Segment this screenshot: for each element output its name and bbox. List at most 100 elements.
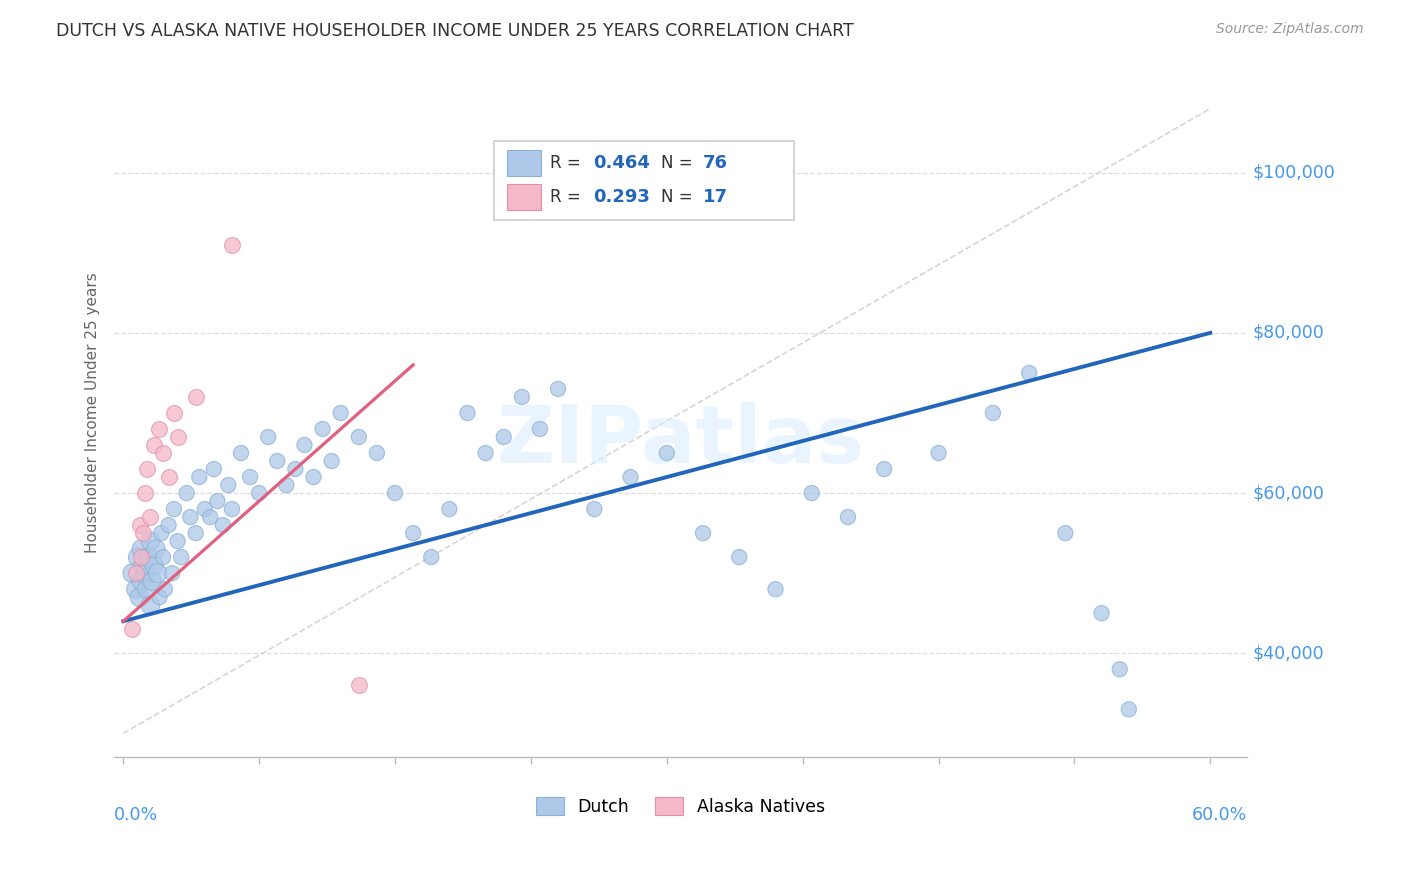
Point bbox=[128, 518, 150, 533]
Point bbox=[202, 462, 225, 476]
Point bbox=[837, 510, 859, 524]
Point bbox=[928, 446, 950, 460]
Text: $80,000: $80,000 bbox=[1253, 324, 1324, 342]
Point bbox=[200, 510, 222, 524]
Point bbox=[125, 566, 148, 581]
Point bbox=[1108, 662, 1130, 676]
Point bbox=[152, 446, 174, 460]
Point bbox=[420, 550, 443, 565]
Point bbox=[221, 237, 243, 252]
Point bbox=[127, 550, 149, 565]
Point bbox=[146, 566, 169, 581]
Point bbox=[217, 478, 239, 492]
Point bbox=[143, 558, 166, 573]
Point bbox=[134, 486, 156, 500]
Point bbox=[179, 510, 201, 524]
FancyBboxPatch shape bbox=[508, 150, 541, 176]
Point bbox=[402, 526, 425, 541]
Point bbox=[166, 534, 188, 549]
Text: $100,000: $100,000 bbox=[1253, 163, 1334, 182]
Point bbox=[125, 582, 148, 597]
Point bbox=[547, 382, 569, 396]
Text: 17: 17 bbox=[703, 188, 728, 206]
Point bbox=[132, 526, 155, 541]
Point bbox=[148, 422, 170, 436]
Point bbox=[619, 470, 641, 484]
Point bbox=[135, 462, 157, 476]
Point bbox=[121, 622, 143, 636]
Point bbox=[1091, 606, 1114, 620]
Point bbox=[284, 462, 307, 476]
Point bbox=[131, 574, 153, 589]
Point bbox=[239, 470, 262, 484]
Point bbox=[1054, 526, 1077, 541]
Text: $40,000: $40,000 bbox=[1253, 644, 1324, 662]
Point bbox=[176, 486, 198, 500]
Point bbox=[184, 390, 207, 404]
Point bbox=[583, 502, 606, 516]
Point bbox=[873, 462, 896, 476]
Point bbox=[439, 502, 461, 516]
Text: 60.0%: 60.0% bbox=[1191, 805, 1247, 823]
Point bbox=[247, 486, 270, 500]
Point bbox=[138, 550, 160, 565]
Point bbox=[276, 478, 298, 492]
Point bbox=[207, 494, 229, 508]
Point bbox=[492, 430, 515, 444]
Point bbox=[1018, 366, 1040, 380]
Point bbox=[166, 430, 188, 444]
Text: N =: N = bbox=[661, 188, 697, 206]
Point bbox=[131, 550, 153, 565]
Point bbox=[128, 591, 150, 605]
Point bbox=[170, 550, 193, 565]
Point bbox=[347, 678, 370, 692]
Point bbox=[157, 470, 180, 484]
Point bbox=[157, 518, 180, 533]
Point bbox=[529, 422, 551, 436]
Text: 0.293: 0.293 bbox=[593, 188, 650, 206]
Text: 76: 76 bbox=[703, 154, 728, 172]
Point bbox=[311, 422, 333, 436]
Point bbox=[728, 550, 751, 565]
Point bbox=[139, 510, 162, 524]
FancyBboxPatch shape bbox=[494, 141, 793, 220]
Point bbox=[384, 486, 406, 500]
Point bbox=[765, 582, 787, 597]
Text: ZIPatlas: ZIPatlas bbox=[496, 401, 865, 480]
Point bbox=[981, 406, 1004, 420]
Text: N =: N = bbox=[661, 154, 697, 172]
Point bbox=[474, 446, 496, 460]
Y-axis label: Householder Income Under 25 years: Householder Income Under 25 years bbox=[86, 273, 100, 553]
Point bbox=[160, 566, 183, 581]
Point bbox=[194, 502, 217, 516]
Point bbox=[510, 390, 533, 404]
Point bbox=[456, 406, 478, 420]
Point bbox=[212, 518, 235, 533]
Point bbox=[1118, 702, 1140, 716]
Point bbox=[221, 502, 243, 516]
Point bbox=[302, 470, 325, 484]
Text: 0.0%: 0.0% bbox=[114, 805, 159, 823]
Text: Source: ZipAtlas.com: Source: ZipAtlas.com bbox=[1216, 22, 1364, 37]
Point bbox=[148, 591, 170, 605]
Point bbox=[321, 454, 343, 468]
Point bbox=[141, 574, 163, 589]
Point bbox=[139, 598, 162, 612]
Legend: Dutch, Alaska Natives: Dutch, Alaska Natives bbox=[529, 790, 832, 822]
Point bbox=[257, 430, 280, 444]
Point bbox=[266, 454, 288, 468]
Point bbox=[329, 406, 352, 420]
Point bbox=[692, 526, 714, 541]
Point bbox=[800, 486, 823, 500]
Text: R =: R = bbox=[550, 188, 586, 206]
Point bbox=[163, 502, 186, 516]
Point bbox=[163, 406, 186, 420]
Point bbox=[229, 446, 252, 460]
Point bbox=[153, 582, 176, 597]
Text: DUTCH VS ALASKA NATIVE HOUSEHOLDER INCOME UNDER 25 YEARS CORRELATION CHART: DUTCH VS ALASKA NATIVE HOUSEHOLDER INCOM… bbox=[56, 22, 853, 40]
Point bbox=[347, 430, 370, 444]
Point bbox=[145, 542, 167, 557]
Point bbox=[150, 526, 173, 541]
Point bbox=[134, 566, 156, 581]
Point bbox=[139, 534, 162, 549]
